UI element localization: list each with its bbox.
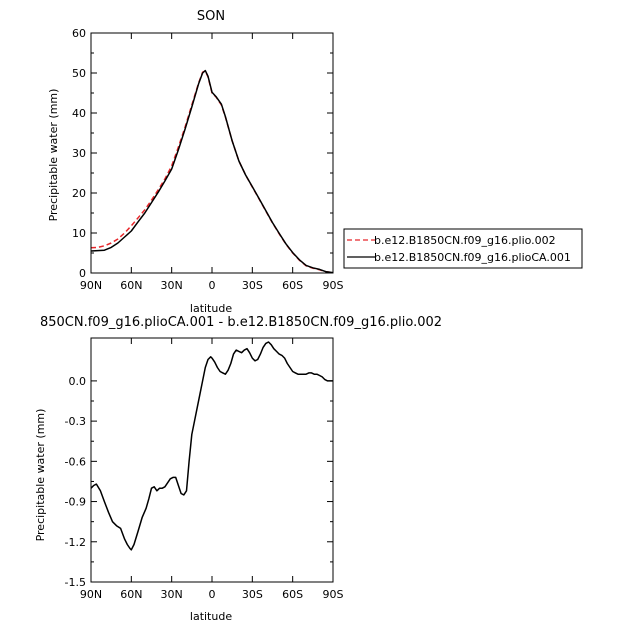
y-tick-label: 0: [79, 267, 86, 280]
series-line-0-1: [90, 69, 334, 274]
x-tick-label: 90S: [323, 279, 344, 292]
y-tick-label: 20: [72, 187, 86, 200]
x-tick-label: 30S: [242, 279, 263, 292]
x-tick-label: 30N: [161, 279, 183, 292]
bottom-x-axis-label: latitude: [190, 610, 232, 623]
x-tick-label: 60S: [282, 588, 303, 601]
y-tick-label: 40: [72, 107, 86, 120]
x-tick-label: 0: [209, 588, 216, 601]
x-tick-label: 90S: [323, 588, 344, 601]
x-tick-label: 90N: [80, 588, 102, 601]
x-tick-label: 30N: [161, 588, 183, 601]
y-tick-label: 60: [72, 27, 86, 40]
legend-label-plioca: b.e12.B1850CN.f09_g16.plioCA.001: [374, 251, 571, 264]
bottom-axes: 90N 60N 30N 0 30S 60S 90S -1.5 -1.2 -0.9 -0.6 -0.3 0…: [65, 338, 344, 601]
x-tick-label: 60N: [120, 279, 142, 292]
y-tick-label: -1.5: [65, 576, 86, 589]
bottom-chart-title: 850CN.f09_g16.plioCA.001 - b.e12.B1850CN…: [40, 315, 442, 330]
x-tick-label: 90N: [80, 279, 102, 292]
y-tick-label: 50: [72, 67, 86, 80]
bottom-panel: 850CN.f09_g16.plioCA.001 - b.e12.B1850CN…: [34, 315, 442, 623]
top-x-axis-label: latitude: [190, 302, 232, 315]
bottom-plot-area: [90, 341, 333, 551]
series-line-0-0: [90, 70, 334, 274]
bottom-y-axis-label: Precipitable water (mm): [34, 409, 47, 542]
top-chart-title: SON: [197, 9, 225, 24]
legend-label-plio: b.e12.B1850CN.f09_g16.plio.002: [374, 234, 556, 247]
series-line-1-0: [90, 341, 333, 551]
top-plot-area: [90, 69, 334, 274]
y-tick-label: -0.9: [65, 496, 86, 509]
y-tick-label: -0.3: [65, 415, 86, 428]
top-panel: SON 90N 60N 30N 0 30S 60S 90S 0 10 20 30 40 50 60 lat…: [47, 9, 344, 315]
y-tick-label: 0.0: [69, 375, 87, 388]
y-tick-label: -0.6: [65, 455, 86, 468]
x-tick-label: 0: [209, 279, 216, 292]
x-tick-label: 60N: [120, 588, 142, 601]
top-axes: 90N 60N 30N 0 30S 60S 90S 0 10 20 30 40 50 60: [72, 27, 344, 292]
x-tick-label: 30S: [242, 588, 263, 601]
x-tick-label: 60S: [282, 279, 303, 292]
top-plot-frame: [90, 32, 334, 274]
y-tick-label: 10: [72, 227, 86, 240]
y-tick-label: 30: [72, 147, 86, 160]
top-y-axis-label: Precipitable water (mm): [47, 89, 60, 222]
legend-box: [343, 228, 583, 269]
legend: b.e12.B1850CN.f09_g16.plio.002 b.e12.B18…: [343, 228, 583, 269]
y-tick-label: -1.2: [65, 536, 86, 549]
